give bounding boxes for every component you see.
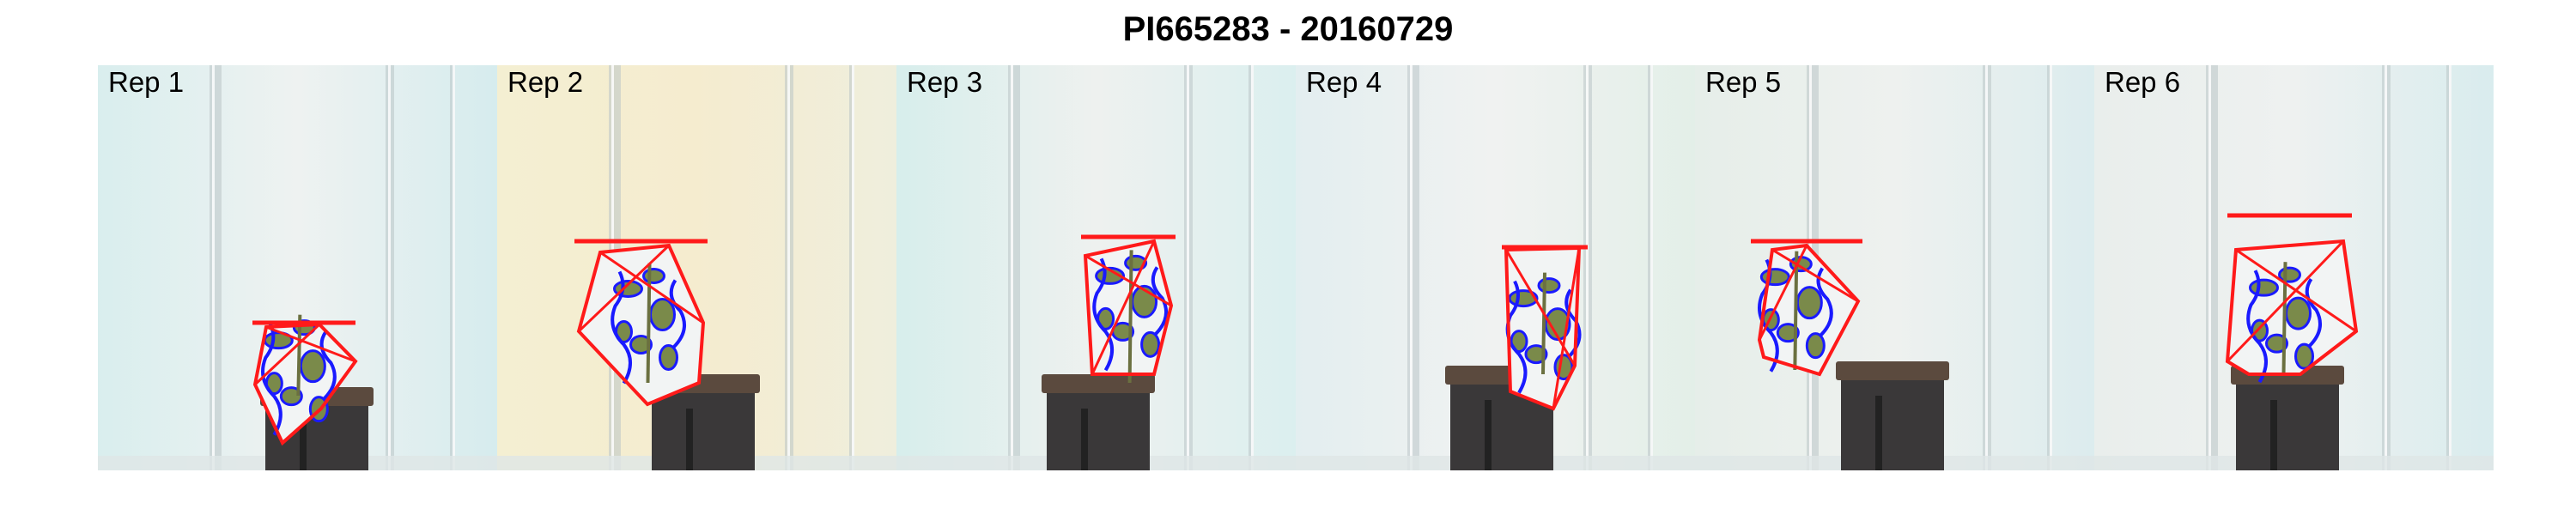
leaf-outline (669, 279, 686, 348)
chamber-pillar-highlight (1586, 65, 1589, 470)
chamber-pillar-highlight (2449, 65, 2451, 470)
chamber-pillar-highlight (2208, 65, 2211, 470)
panel-rep-5: Rep 5 (1695, 65, 2094, 470)
leaf (1776, 323, 1800, 343)
chamber-pillar-highlight (787, 65, 790, 470)
chamber-pillar-highlight (2050, 65, 2052, 470)
stem (1541, 272, 1546, 375)
pot-shadow (1875, 396, 1882, 470)
stem (2281, 262, 2287, 375)
leaf (1524, 344, 1548, 365)
panel-rep-2: Rep 2 (497, 65, 896, 470)
pot (1841, 370, 1944, 470)
chamber-pillar (1008, 65, 1020, 470)
hull-diagonal (1771, 248, 1859, 303)
pot-shadow (1081, 409, 1088, 470)
pot (1047, 383, 1150, 470)
leaf (2285, 296, 2312, 330)
pot-shadow (1485, 400, 1492, 470)
chamber-pillar-highlight (852, 65, 854, 470)
rep-label: Rep 6 (2105, 66, 2181, 98)
convex-hull (1083, 239, 1174, 376)
leaf (1537, 277, 1561, 294)
stem (646, 263, 652, 384)
hull-diagonal (2226, 239, 2345, 363)
plant-image (1695, 65, 2094, 470)
plant-image (497, 65, 896, 470)
stem (296, 314, 302, 397)
chamber-pillar-highlight (1187, 65, 1189, 470)
leaf (2249, 278, 2279, 297)
hull-diagonal (265, 325, 356, 363)
rep-label: Rep 4 (1306, 66, 1382, 98)
rep-label: Rep 2 (507, 66, 584, 98)
hull-diagonal (1758, 245, 1808, 341)
chamber-pillar-highlight (1251, 65, 1254, 470)
pot-shadow (2270, 400, 2277, 470)
leaf (659, 344, 678, 371)
leaf (1140, 330, 1161, 358)
leaf (2265, 333, 2288, 354)
leaf (1544, 307, 1571, 342)
leaf (642, 268, 665, 284)
leaf-outline (1092, 258, 1115, 372)
chamber-pillar-highlight (1410, 65, 1413, 470)
chamber-pillar (210, 65, 222, 470)
hull-diagonal (1091, 240, 1156, 375)
chamber-pillar-highlight (453, 65, 455, 470)
panel-rep-1: Rep 1 (98, 65, 497, 470)
chamber-pillar-highlight (1650, 65, 1653, 470)
hull-diagonal (253, 323, 321, 386)
hull-diagonal (1084, 254, 1172, 307)
stem (1793, 251, 1799, 371)
leaf (1795, 286, 1823, 320)
hull-diagonal (2235, 248, 2357, 333)
leaf-outline (1151, 266, 1169, 336)
rep-label: Rep 5 (1705, 66, 1782, 98)
chamber-pillar (1407, 65, 1419, 470)
chamber-pillar-highlight (1011, 65, 1013, 470)
leaf (299, 349, 326, 384)
rep-label: Rep 3 (907, 66, 983, 98)
leaf (629, 335, 653, 354)
pot-shadow (686, 409, 693, 470)
chamber-pillar (2206, 65, 2218, 470)
hull-diagonal (577, 244, 671, 333)
leaf (1759, 268, 1790, 287)
chamber-pillar-highlight (2385, 65, 2387, 470)
leaf-outline (319, 330, 337, 401)
hull-diagonal (599, 251, 704, 324)
chamber-pillar-highlight (388, 65, 391, 470)
leaf (2294, 342, 2314, 370)
leaf (1805, 332, 1826, 360)
image-strip: Rep 1 Rep 2 Rep 3 Rep 4 Rep 5 Rep 6 (98, 65, 2494, 470)
stem (1127, 250, 1133, 384)
figure-title: PI665283 - 20160729 (1122, 10, 1454, 48)
pot-soil (1836, 361, 1949, 380)
chamber-pillar-highlight (212, 65, 215, 470)
leaf-outline (2246, 270, 2268, 384)
chamber-pillar-highlight (1985, 65, 1988, 470)
pot-soil (1042, 374, 1155, 393)
hull-diagonal (1552, 247, 1581, 409)
leaf (279, 386, 303, 407)
leaf (649, 298, 676, 331)
plant-image (2094, 65, 2494, 470)
pot (2236, 374, 2339, 470)
pot-shadow (300, 421, 307, 470)
plant-image (98, 65, 497, 470)
rep-label: Rep 1 (108, 66, 185, 98)
plant-image (896, 65, 1296, 470)
leaf (2278, 266, 2301, 283)
plant-image (1296, 65, 1695, 470)
panel-rep-6: Rep 6 (2094, 65, 2494, 470)
panel-rep-3: Rep 3 (896, 65, 1296, 470)
pot (652, 383, 755, 470)
panel-rep-4: Rep 4 (1296, 65, 1695, 470)
leaf-outline (2305, 278, 2322, 348)
